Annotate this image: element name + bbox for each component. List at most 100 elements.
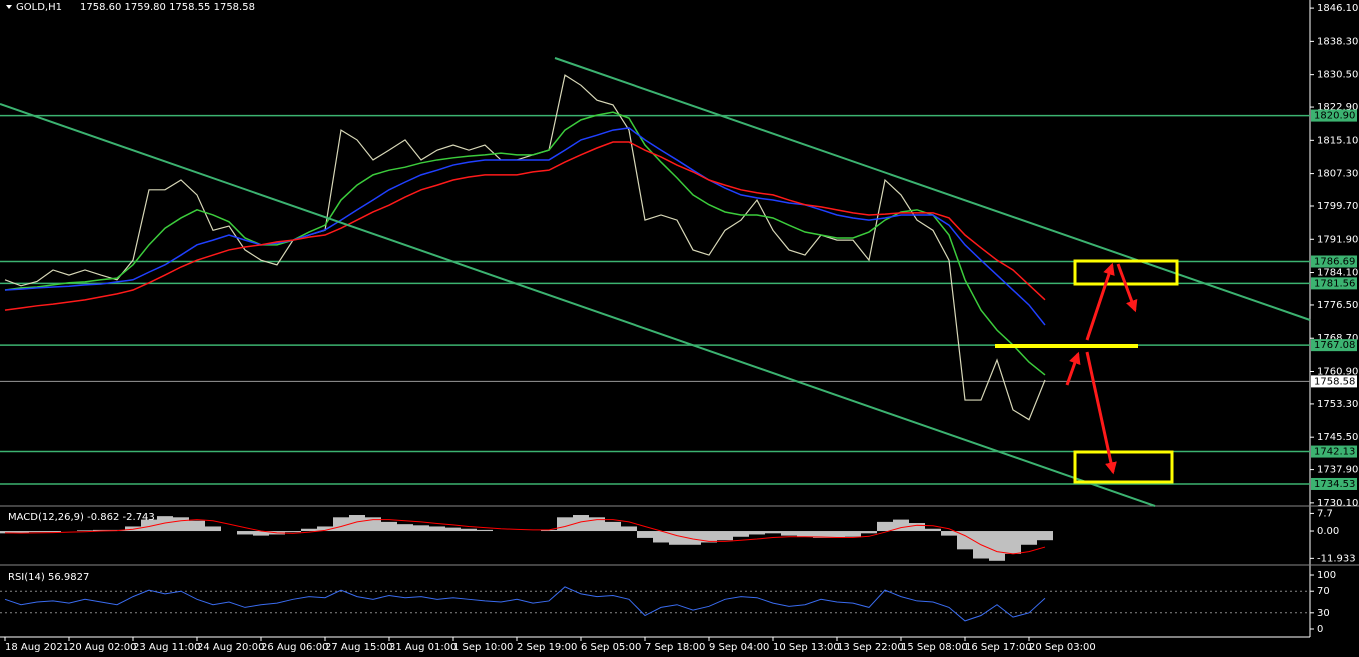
moving-average bbox=[4, 141, 1046, 311]
last-price-label: 1758.58 bbox=[1314, 376, 1355, 387]
histogram-bar bbox=[285, 531, 301, 533]
histogram-bar bbox=[717, 531, 733, 541]
histogram-bar bbox=[45, 531, 61, 533]
arrow bbox=[1116, 263, 1138, 313]
level-label-bg bbox=[1311, 339, 1357, 352]
histogram-bar bbox=[13, 531, 29, 534]
histogram-bar bbox=[173, 517, 189, 532]
histogram-bar bbox=[349, 515, 365, 532]
y-tick-label: 1730.10 bbox=[1317, 498, 1358, 509]
histogram-bar bbox=[461, 528, 477, 532]
histogram-bar bbox=[1021, 531, 1037, 545]
histogram-bar bbox=[29, 531, 45, 533]
y-tick-label: 1745.50 bbox=[1317, 432, 1358, 443]
histogram-bar bbox=[733, 531, 749, 537]
x-tick-label: 13 Sep 22:00 bbox=[837, 642, 904, 653]
histogram-bar bbox=[365, 517, 381, 532]
level-label: 1767.08 bbox=[1314, 340, 1355, 351]
histogram-bar bbox=[829, 531, 845, 538]
level-label: 1734.53 bbox=[1314, 479, 1355, 490]
histogram-bar bbox=[765, 531, 781, 534]
histogram-bar bbox=[637, 531, 653, 538]
x-tick-label: 18 Aug 2021 bbox=[5, 642, 69, 653]
arrow bbox=[1085, 262, 1115, 341]
x-tick-label: 16 Sep 17:00 bbox=[965, 642, 1032, 653]
x-tick-label: 26 Aug 06:00 bbox=[261, 642, 328, 653]
y-tick-label: 100 bbox=[1317, 570, 1336, 581]
x-tick-label: 9 Sep 04:00 bbox=[709, 642, 769, 653]
y-tick-label: 1791.90 bbox=[1317, 234, 1358, 245]
y-tick-label: 1846.10 bbox=[1317, 3, 1358, 14]
target-box bbox=[1073, 450, 1174, 484]
histogram-bar bbox=[157, 516, 173, 532]
x-tick-label: 24 Aug 20:00 bbox=[197, 642, 264, 653]
x-tick-label: 15 Sep 08:00 bbox=[901, 642, 968, 653]
histogram-bar bbox=[957, 531, 973, 550]
y-tick-label: 1822.90 bbox=[1317, 102, 1358, 113]
histogram-bar bbox=[477, 529, 493, 532]
histogram-bar bbox=[701, 531, 717, 543]
channel-line bbox=[0, 103, 1156, 507]
ohlc-text: 1758.60 1759.80 1758.55 1758.58 bbox=[80, 2, 255, 13]
histogram-bar bbox=[253, 531, 269, 536]
level-label: 1742.13 bbox=[1314, 447, 1355, 458]
moving-average bbox=[4, 111, 1046, 376]
histogram-bar bbox=[877, 521, 893, 532]
histogram-bar bbox=[749, 531, 765, 535]
histogram-bar bbox=[813, 531, 829, 538]
histogram-bar bbox=[189, 520, 205, 532]
y-tick-label: 0.00 bbox=[1317, 526, 1339, 537]
x-tick-label: 31 Aug 01:00 bbox=[389, 642, 456, 653]
histogram-bar bbox=[925, 528, 941, 532]
rsi-title: RSI(14) 56.9827 bbox=[8, 572, 89, 583]
level-label: 1786.69 bbox=[1314, 256, 1355, 267]
histogram-bar bbox=[317, 526, 333, 532]
x-tick-label: 1 Sep 10:00 bbox=[453, 642, 513, 653]
x-tick-label: 20 Sep 03:00 bbox=[1029, 642, 1096, 653]
x-tick-label: 2 Sep 19:00 bbox=[517, 642, 577, 653]
x-tick-label: 23 Aug 11:00 bbox=[133, 642, 200, 653]
y-tick-label: 1784.10 bbox=[1317, 268, 1358, 279]
histogram-bar bbox=[845, 531, 861, 537]
histogram-bar bbox=[397, 524, 413, 532]
price-line bbox=[4, 74, 1046, 421]
y-tick-label: 70 bbox=[1317, 586, 1330, 597]
histogram-bar bbox=[605, 521, 621, 532]
y-tick-label: 30 bbox=[1317, 608, 1330, 619]
last-price-bg bbox=[1311, 375, 1357, 388]
histogram-bar bbox=[989, 531, 1005, 561]
x-tick-label: 27 Aug 15:00 bbox=[325, 642, 392, 653]
histogram-bar bbox=[541, 529, 557, 532]
y-tick-label: 7.7 bbox=[1317, 508, 1333, 519]
histogram-bar bbox=[0, 531, 13, 534]
histogram-bar bbox=[909, 523, 925, 532]
histogram-bar bbox=[237, 531, 253, 535]
histogram-bar bbox=[429, 526, 445, 532]
histogram-bar bbox=[669, 531, 685, 545]
symbol-title: GOLD,H1 bbox=[16, 2, 62, 13]
x-tick-label: 20 Aug 02:00 bbox=[69, 642, 136, 653]
histogram-bar bbox=[413, 525, 429, 532]
macd-title: MACD(12,26,9) -0.862 -2.743 bbox=[8, 512, 155, 523]
histogram-bar bbox=[653, 531, 669, 543]
arrow bbox=[1085, 351, 1117, 475]
y-tick-label: 1760.90 bbox=[1317, 366, 1358, 377]
level-label-bg bbox=[1311, 445, 1357, 458]
x-tick-label: 7 Sep 18:00 bbox=[645, 642, 705, 653]
histogram-bar bbox=[333, 517, 349, 532]
histogram-bar bbox=[445, 527, 461, 532]
channel-line bbox=[554, 57, 1311, 321]
histogram-bar bbox=[861, 531, 877, 534]
histogram-bar bbox=[685, 531, 701, 545]
histogram-bar bbox=[941, 531, 957, 536]
histogram-bar bbox=[1037, 531, 1053, 541]
level-label-bg bbox=[1311, 277, 1357, 290]
y-tick-label: 1799.70 bbox=[1317, 201, 1358, 212]
menu-arrow[interactable] bbox=[6, 5, 12, 9]
y-tick-label: 1815.10 bbox=[1317, 135, 1358, 146]
histogram-bar bbox=[301, 528, 317, 532]
plot: 1846.10 1838.30 1830.50 1822.90 1815.10 1807.… bbox=[0, 3, 1358, 653]
level-label-bg bbox=[1311, 477, 1357, 490]
